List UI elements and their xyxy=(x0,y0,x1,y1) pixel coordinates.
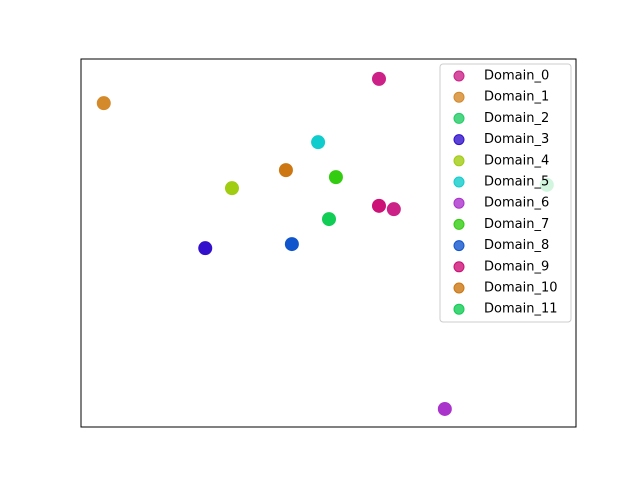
point xyxy=(198,241,213,256)
point xyxy=(278,163,293,178)
legend-label: Domain_6 xyxy=(484,196,549,211)
point xyxy=(371,198,386,213)
legend-label: Domain_10 xyxy=(484,281,558,296)
legend-label: Domain_2 xyxy=(484,111,549,126)
legend-marker xyxy=(453,176,465,188)
point xyxy=(371,71,386,86)
legend-marker xyxy=(453,91,465,103)
legend-label: Domain_7 xyxy=(484,217,549,232)
legend-label: Domain_5 xyxy=(484,175,549,190)
legend-marker xyxy=(453,303,465,315)
legend-marker xyxy=(453,261,465,273)
legend-label: Domain_8 xyxy=(484,238,549,253)
legend-label: Domain_11 xyxy=(484,302,558,317)
point xyxy=(311,135,326,150)
legend-marker xyxy=(453,218,465,230)
point xyxy=(284,237,299,252)
point xyxy=(224,181,239,196)
legend-label: Domain_9 xyxy=(484,259,549,274)
point xyxy=(321,212,336,227)
legend-marker xyxy=(453,282,465,294)
legend-label: Domain_1 xyxy=(484,90,549,105)
legend-marker xyxy=(453,70,465,82)
legend-marker xyxy=(453,112,465,124)
legend-marker xyxy=(453,197,465,209)
point xyxy=(386,202,401,217)
legend-marker xyxy=(453,155,465,167)
legend-box xyxy=(439,63,572,323)
legend-label: Domain_0 xyxy=(484,69,549,84)
point xyxy=(328,170,343,185)
point xyxy=(96,96,111,111)
legend-label: Domain_3 xyxy=(484,132,549,147)
legend-marker xyxy=(453,240,465,252)
legend-marker xyxy=(453,134,465,146)
plot-frame xyxy=(80,58,577,428)
point xyxy=(437,401,452,416)
legend-label: Domain_4 xyxy=(484,153,549,168)
